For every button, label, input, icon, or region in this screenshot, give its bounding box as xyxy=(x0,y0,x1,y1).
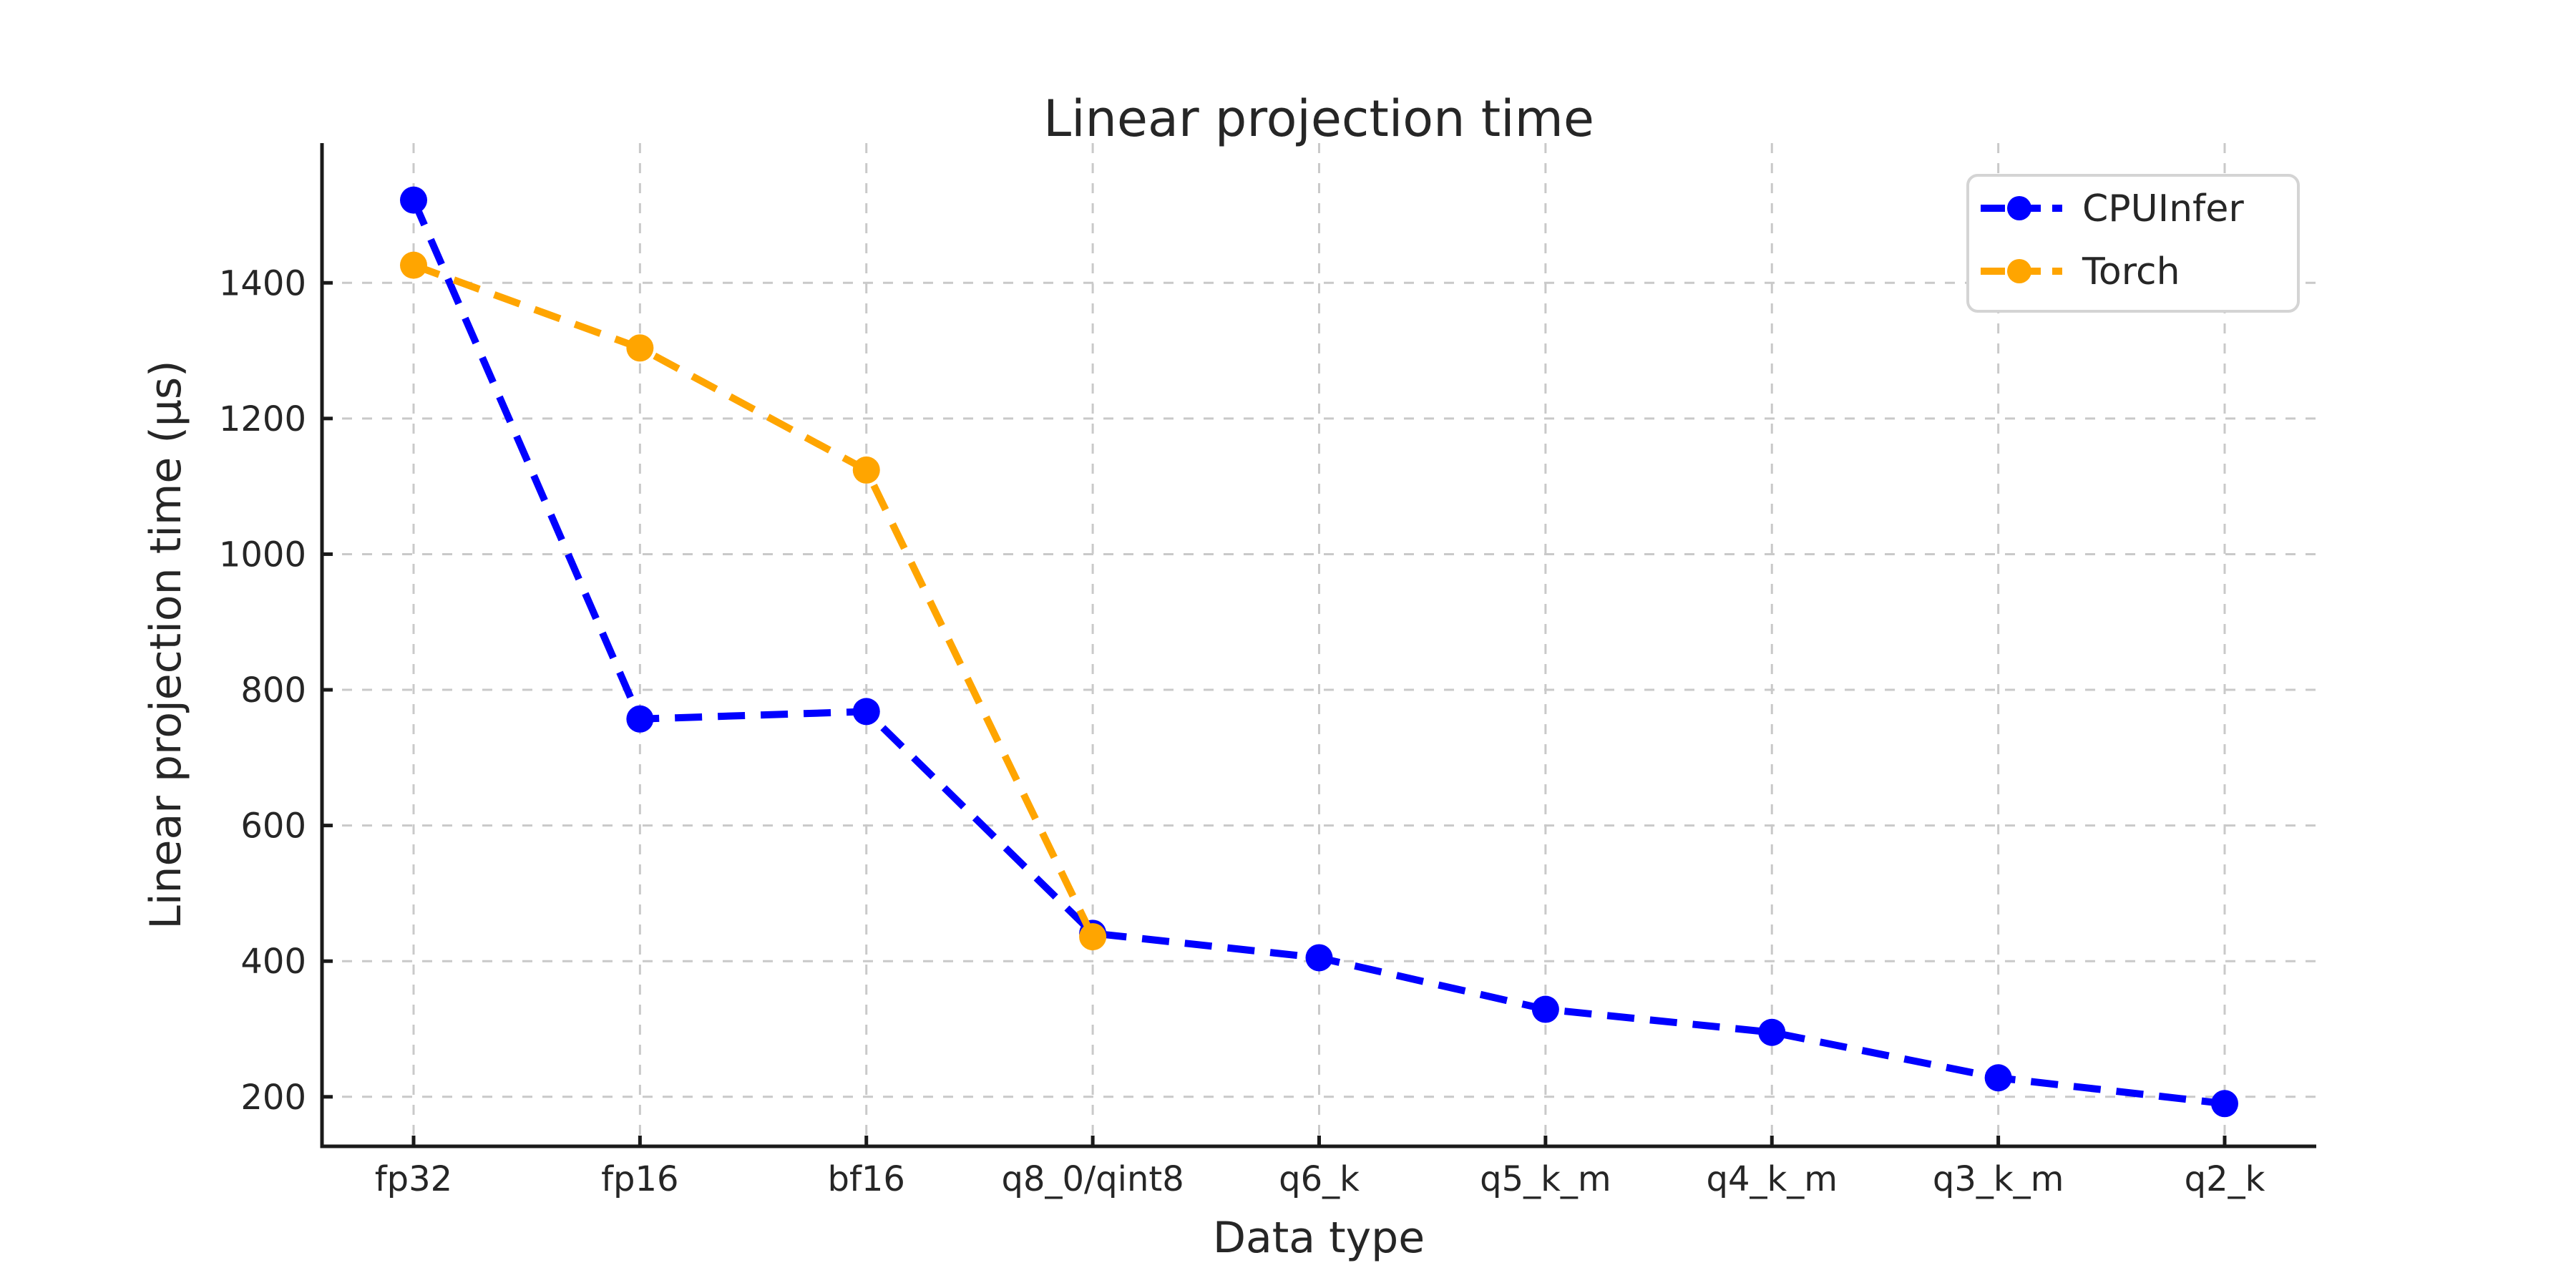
data-point xyxy=(1758,1018,1786,1046)
x-axis-label: Data type xyxy=(1213,1213,1425,1263)
x-tick-label: bf16 xyxy=(828,1159,905,1199)
data-point xyxy=(2211,1090,2238,1118)
x-tick-label: q6_k xyxy=(1279,1159,1360,1199)
y-tick-label: 200 xyxy=(240,1078,306,1118)
x-tick-label: fp16 xyxy=(601,1159,678,1199)
legend-label-torch: Torch xyxy=(2082,250,2180,293)
legend-label-cpuinfer: CPUInfer xyxy=(2082,187,2244,230)
legend-marker-cpuinfer xyxy=(2007,196,2031,220)
plot-area: 200 400 600 800 1000 1200 1400 fp32 fp16 bf16 q8_0… xyxy=(219,143,2316,1199)
legend-item-torch: Torch xyxy=(1981,250,2180,293)
y-tick-label: 1400 xyxy=(219,263,306,303)
y-tick-label: 1200 xyxy=(219,399,306,439)
data-point xyxy=(400,186,427,214)
data-point xyxy=(852,698,880,726)
data-point xyxy=(400,251,427,279)
x-tick-label: q3_k_m xyxy=(1933,1159,2064,1199)
y-axis-label: Linear projection time (µs) xyxy=(141,360,191,929)
series-torch xyxy=(400,251,1107,951)
x-tick-label: q8_0/qint8 xyxy=(1001,1159,1184,1199)
x-tick-label: q5_k_m xyxy=(1480,1159,1611,1199)
y-tick-label: 1000 xyxy=(219,535,306,575)
data-point xyxy=(852,456,880,484)
data-point xyxy=(626,705,654,733)
legend-item-cpuinfer: CPUInfer xyxy=(1981,187,2244,230)
data-point xyxy=(1305,944,1333,972)
legend-marker-torch xyxy=(2007,259,2031,283)
axes xyxy=(320,143,2316,1148)
chart-title: Linear projection time xyxy=(1043,89,1594,148)
series-line xyxy=(412,261,1096,939)
y-tick-label: 400 xyxy=(240,942,306,982)
data-point xyxy=(1984,1064,2012,1092)
x-tick-label: fp32 xyxy=(375,1159,452,1199)
legend: CPUInfer Torch xyxy=(1966,174,2300,313)
y-tick-label: 800 xyxy=(240,670,306,711)
x-tick-label: q2_k xyxy=(2185,1159,2265,1199)
x-tick-label: q4_k_m xyxy=(1706,1159,1838,1199)
data-point xyxy=(1531,995,1559,1023)
data-point xyxy=(626,334,654,362)
y-tick-label: 600 xyxy=(240,806,306,847)
tick-labels: 200 400 600 800 1000 1200 1400 fp32 fp16 bf16 q8_0… xyxy=(219,263,2265,1199)
legend-box xyxy=(1966,174,2300,313)
data-point xyxy=(1079,923,1107,951)
